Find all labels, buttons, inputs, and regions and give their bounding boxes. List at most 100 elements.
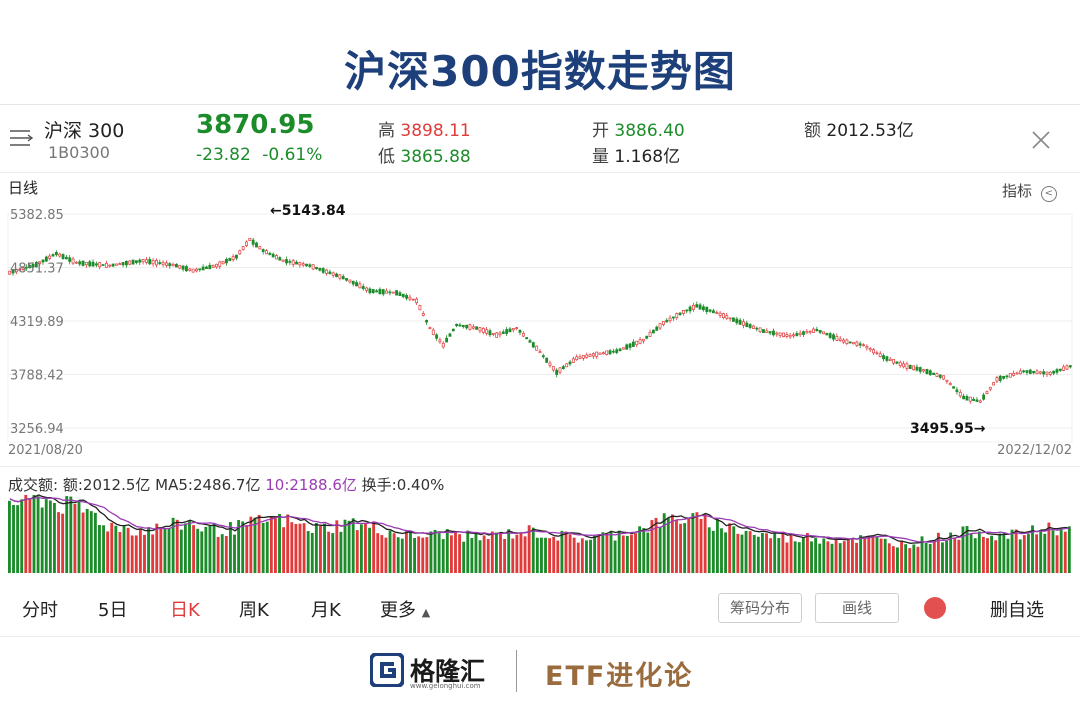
volume-bar (814, 538, 818, 573)
candle-body (862, 344, 865, 347)
tab-more[interactable]: 更多 ▲ (380, 596, 430, 622)
volume-bar (449, 535, 453, 573)
candle-body (185, 266, 188, 272)
candle-body (215, 263, 218, 268)
volume-bar (920, 536, 924, 573)
volume-bar (511, 538, 515, 573)
tab-intraday[interactable]: 分时 (22, 600, 58, 621)
candle-body (828, 333, 832, 338)
candle-body (591, 353, 595, 357)
volume-bar (12, 504, 15, 573)
candle-body (1012, 372, 1016, 376)
candle-body (925, 368, 929, 374)
volume-bar (490, 531, 494, 573)
close-icon[interactable] (1028, 127, 1054, 153)
candle-body (1028, 369, 1032, 374)
volume-bar (990, 535, 994, 573)
candle-body (815, 328, 819, 332)
candle-body (501, 331, 505, 334)
candle-body (198, 268, 202, 271)
candle-body (54, 252, 58, 256)
candle-body (48, 255, 52, 259)
candle-body (845, 339, 849, 345)
volume-bar (552, 536, 556, 573)
menu-icon[interactable] (8, 128, 34, 148)
candle-body (18, 268, 22, 271)
candle-body (671, 316, 675, 319)
candle-body (782, 332, 785, 338)
chip-distribution-button[interactable]: 筹码分布 (718, 593, 802, 623)
y-tick-label: 3788.42 (10, 369, 64, 384)
delete-watchlist-button[interactable]: 删自选 (990, 600, 1044, 621)
candle-body (315, 267, 318, 270)
candle-body (825, 333, 829, 336)
volume-bar (531, 527, 535, 573)
candle-body (405, 294, 409, 299)
candle-body (508, 328, 512, 333)
volume-bar (134, 535, 138, 573)
candle-body (935, 373, 939, 377)
volume-bar (994, 540, 998, 573)
candle-body (595, 351, 599, 357)
candle-body (225, 258, 228, 264)
volume-bar (851, 539, 854, 573)
volume-bar (384, 537, 388, 573)
tab-daily-k[interactable]: 日K (170, 600, 200, 621)
draw-line-button[interactable]: 画线 (815, 593, 899, 623)
candle-body (531, 342, 535, 348)
candle-body (538, 351, 542, 354)
volume-bar (48, 500, 52, 573)
candle-body (932, 372, 935, 375)
candle-body (228, 258, 232, 262)
low-value: 3865.88 (400, 147, 471, 167)
volume-bar (830, 543, 834, 573)
candle-body (1068, 365, 1072, 368)
candle-body (291, 260, 295, 265)
volume-bar (765, 533, 768, 573)
candle-body (431, 329, 435, 335)
volume-bar (237, 520, 241, 573)
candle-body (498, 332, 502, 336)
candle-body (305, 263, 308, 267)
candle-body (772, 330, 775, 336)
volume-info: 成交额: 额:2012.5亿 MA5:2486.7亿 10:2188.6亿 换手… (8, 474, 444, 495)
candle-body (725, 315, 729, 319)
candle-body (415, 298, 419, 304)
kline-chart[interactable]: 5382.85 4851.37 4319.89 3788.42 3256.94 2021… (0, 198, 1080, 460)
candle-body (928, 370, 932, 376)
volume-bar (81, 512, 85, 573)
open-value: 3886.40 (614, 121, 685, 141)
candle-body (648, 331, 652, 337)
tab-monthly-k[interactable]: 月K (311, 600, 341, 621)
candle-body (982, 394, 986, 400)
candle-body (952, 386, 956, 389)
candle-body (78, 261, 82, 265)
candle-body (235, 254, 238, 259)
tab-5day[interactable]: 5日 (98, 600, 128, 621)
candle-body (752, 325, 755, 329)
candle-body (985, 391, 989, 395)
candle-body (98, 262, 102, 268)
candle-body (605, 350, 609, 355)
candle-body (658, 323, 662, 329)
tab-weekly-k[interactable]: 周K (239, 600, 269, 621)
record-icon[interactable] (924, 597, 946, 619)
ma5-value: MA5:2486.7亿 (155, 476, 261, 494)
volume-bar (589, 539, 592, 573)
candle-body (611, 350, 615, 353)
volume-bar (969, 534, 973, 573)
volume-bar (928, 543, 932, 573)
candle-body (178, 264, 182, 269)
candle-body (915, 366, 919, 371)
candle-body (528, 340, 532, 343)
amount-value: 2012.53亿 (826, 121, 914, 141)
volume-bar (355, 530, 359, 573)
volume-bar (527, 525, 531, 573)
indicator-button[interactable]: 指标 < (1002, 180, 1057, 202)
candle-body (868, 348, 872, 351)
candle-body (388, 291, 392, 294)
volume-chart[interactable] (0, 493, 1080, 575)
candle-body (732, 317, 735, 322)
volume-bar (736, 533, 740, 573)
candle-body (124, 260, 128, 266)
